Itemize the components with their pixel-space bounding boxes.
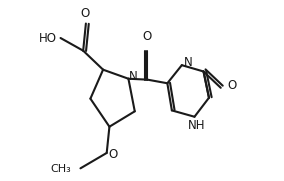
Text: N: N — [184, 56, 192, 69]
Text: N: N — [129, 70, 138, 83]
Text: O: O — [80, 7, 90, 20]
Text: O: O — [143, 30, 152, 43]
Text: O: O — [108, 148, 118, 161]
Text: CH₃: CH₃ — [51, 164, 71, 174]
Text: O: O — [227, 79, 236, 92]
Text: HO: HO — [39, 31, 57, 45]
Text: NH: NH — [187, 119, 205, 132]
